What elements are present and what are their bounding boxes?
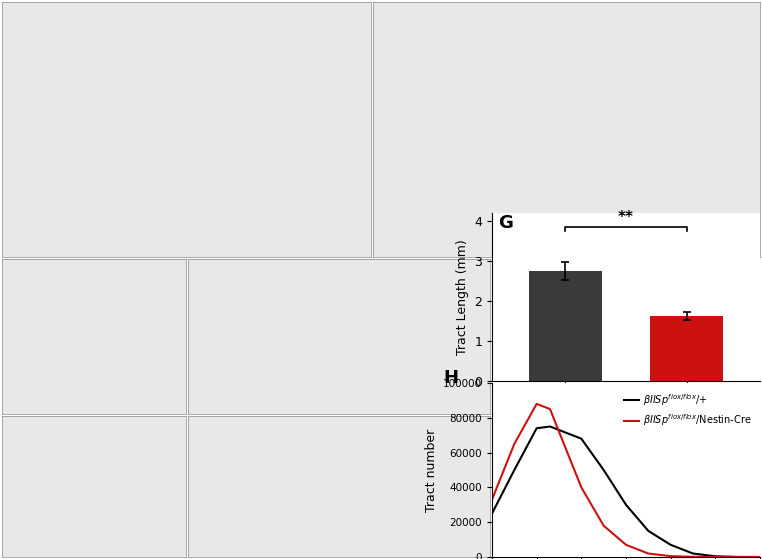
Text: H: H: [443, 369, 459, 387]
Text: **: **: [618, 210, 634, 225]
Text: G: G: [498, 214, 513, 232]
Bar: [529, 271, 602, 381]
Bar: [650, 316, 723, 381]
Legend: $\beta IISp^{flox/flox}$/+, $\beta IISp^{flox/flox}$/Nestin-Cre: $\beta IISp^{flox/flox}$/+, $\beta IISp^…: [620, 388, 755, 432]
Y-axis label: Tract Length (mm): Tract Length (mm): [456, 239, 469, 355]
Y-axis label: Tract number: Tract number: [424, 428, 437, 511]
